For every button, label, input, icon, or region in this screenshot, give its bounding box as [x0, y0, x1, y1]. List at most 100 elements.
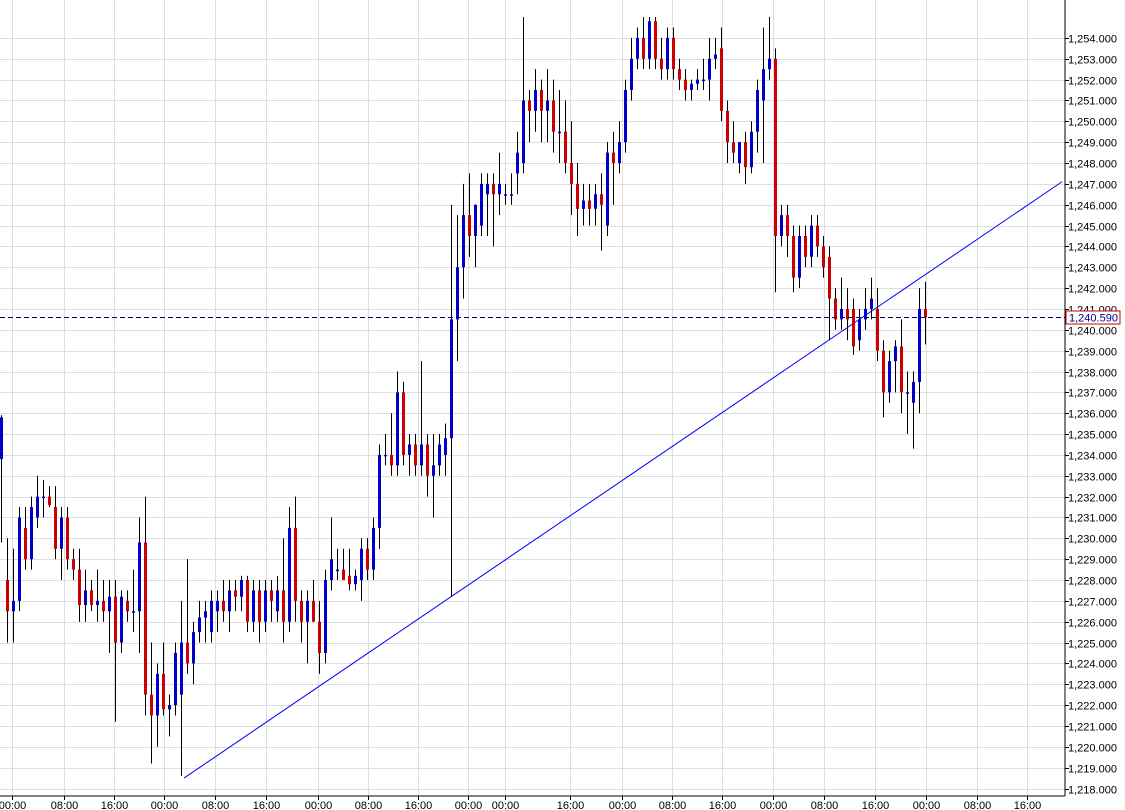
candle	[546, 69, 549, 143]
candle	[468, 173, 471, 257]
candle	[588, 183, 591, 226]
candle-body	[870, 298, 873, 309]
candle	[246, 575, 249, 633]
y-tick-label: 1,243.000	[1068, 263, 1117, 275]
candle	[156, 663, 159, 747]
candle	[822, 235, 825, 278]
candle	[924, 281, 927, 345]
candle	[72, 548, 75, 580]
candle-body	[810, 225, 813, 257]
candle	[384, 434, 387, 466]
candle	[276, 575, 279, 622]
candle	[606, 142, 609, 236]
y-tick-label: 1,225.000	[1068, 639, 1117, 651]
candle	[372, 517, 375, 580]
candle-body	[408, 444, 411, 455]
candle	[6, 538, 9, 643]
candle-body	[216, 600, 219, 612]
candle-body	[600, 194, 603, 205]
y-tick-label: 1,234.000	[1068, 451, 1117, 463]
candle	[192, 621, 195, 685]
candle	[732, 121, 735, 163]
candle	[534, 69, 537, 132]
candle-body	[552, 100, 555, 132]
candle	[48, 486, 51, 508]
candle-body	[762, 69, 765, 101]
candle-body	[66, 517, 69, 560]
x-tick-label: 00:00	[455, 800, 483, 810]
y-tick-label: 1,231.000	[1068, 513, 1117, 525]
candle-body	[642, 37, 645, 59]
candle-body	[210, 600, 213, 633]
candle-body	[42, 496, 45, 499]
candle	[714, 37, 717, 70]
candle-body	[186, 642, 189, 664]
candle	[672, 27, 675, 80]
candle-body	[510, 194, 513, 196]
candle	[744, 131, 747, 184]
y-tick-label: 1,237.000	[1068, 388, 1117, 400]
candle-body	[300, 600, 303, 622]
candle	[624, 79, 627, 153]
candle	[756, 79, 759, 153]
candle	[690, 79, 693, 101]
x-tick-label: 00:00	[609, 800, 637, 810]
candle-body	[36, 496, 39, 518]
y-tick-label: 1,227.000	[1068, 597, 1117, 609]
candle	[306, 590, 309, 664]
candle-body	[24, 527, 27, 560]
candle	[264, 580, 267, 633]
candle-body	[372, 527, 375, 570]
candle	[648, 17, 651, 70]
y-tick-label: 1,249.000	[1068, 138, 1117, 150]
y-tick-label: 1,253.000	[1068, 55, 1117, 67]
candle	[432, 434, 435, 518]
candle	[180, 600, 183, 776]
candle-body	[816, 225, 819, 247]
candle-body	[426, 444, 429, 476]
x-tick-label: 08:00	[355, 800, 383, 810]
candle	[234, 580, 237, 612]
candle-body	[876, 308, 879, 351]
candle	[486, 173, 489, 236]
candle-body	[888, 361, 891, 393]
x-tick-label: 00:00	[760, 800, 788, 810]
candle-body	[168, 705, 171, 710]
candle-body	[354, 575, 357, 585]
candle-body	[222, 600, 225, 612]
candle-body	[102, 600, 105, 612]
y-tick-label: 1,221.000	[1068, 722, 1117, 734]
candle-body	[378, 454, 381, 528]
candle-body	[882, 350, 885, 393]
candle-body	[924, 308, 927, 318]
candle	[738, 142, 741, 174]
candle-body	[270, 590, 273, 601]
candle	[702, 58, 705, 91]
x-tick-label: 08:00	[202, 800, 230, 810]
candle-body	[570, 163, 573, 184]
candle-body	[0, 417, 3, 460]
candle	[600, 173, 603, 251]
y-tick-label: 1,246.000	[1068, 201, 1117, 213]
candle-body	[516, 152, 519, 174]
candle-body	[228, 590, 231, 612]
candle	[402, 381, 405, 466]
candle	[696, 69, 699, 91]
candle-body	[786, 215, 789, 236]
x-tick-label: 16:00	[101, 800, 129, 810]
candle	[270, 580, 273, 622]
candle-body	[834, 298, 837, 320]
x-tick-label: 08:00	[811, 800, 839, 810]
y-tick-label: 1,235.000	[1068, 430, 1117, 442]
time-axis: 00:00 08:00 16:00 00:00 08:00 16:00 00:00 08:00…	[0, 796, 1041, 810]
candle-body	[414, 444, 417, 466]
candle-body	[288, 527, 291, 622]
candle	[426, 434, 429, 497]
y-tick-label: 1,254.000	[1068, 34, 1117, 46]
candle-body	[798, 235, 801, 278]
candle	[288, 507, 291, 633]
candle-body	[756, 90, 759, 132]
candle	[558, 90, 561, 163]
candle-body	[330, 559, 333, 580]
candle-body	[438, 444, 441, 466]
